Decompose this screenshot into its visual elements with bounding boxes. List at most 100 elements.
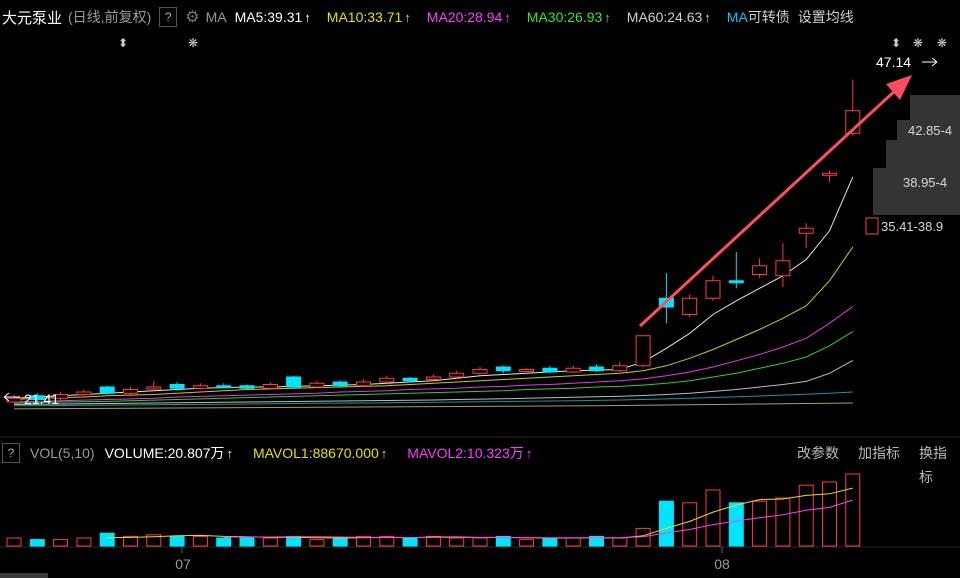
arrow-up-icon: ↑ [404, 10, 411, 25]
volume-bar[interactable] [216, 537, 232, 547]
volume-bar[interactable] [728, 502, 744, 547]
candle[interactable] [99, 386, 115, 394]
ma30-line [13, 331, 854, 404]
candle[interactable] [262, 384, 278, 389]
candle[interactable] [822, 172, 837, 176]
volume-bar[interactable] [682, 502, 698, 547]
gear-icon[interactable]: ⚙ [185, 9, 200, 26]
switch-indicator-button[interactable]: 换指标 [919, 445, 947, 485]
price-range-band [897, 120, 960, 140]
candle[interactable] [76, 391, 92, 395]
candle[interactable] [728, 280, 744, 284]
candle[interactable] [705, 280, 721, 299]
volume-bar[interactable] [775, 497, 791, 547]
volume-bar[interactable] [6, 537, 22, 547]
volume-bar[interactable] [29, 539, 45, 547]
ma10-value: MA10:33.71 ↑ [326, 9, 411, 25]
stock-name[interactable]: 大元泵业 [2, 9, 63, 27]
volume-bar[interactable] [53, 539, 69, 547]
volume-bar[interactable] [658, 500, 674, 547]
volume-bar[interactable] [332, 537, 348, 547]
candle[interactable] [239, 385, 255, 389]
candle[interactable] [332, 381, 348, 387]
candle[interactable] [286, 376, 302, 388]
arrow-up-icon: ↑ [304, 10, 311, 25]
candle[interactable] [356, 381, 371, 387]
candle[interactable] [425, 376, 441, 380]
volume-bar[interactable] [752, 500, 768, 547]
candle[interactable] [495, 366, 511, 372]
candle[interactable] [29, 395, 45, 400]
candle[interactable] [752, 265, 768, 275]
volume-bar[interactable] [425, 535, 441, 547]
add-indicator-button[interactable]: 加指标 [858, 445, 900, 461]
volume-bar[interactable] [239, 537, 255, 547]
candle[interactable] [192, 385, 208, 389]
volume-bar[interactable] [542, 537, 558, 547]
x-axis-label: 08 [714, 556, 730, 572]
price-range-band [873, 168, 960, 215]
event-mark-icon: ❋ [913, 36, 923, 50]
settings-ma-button[interactable]: 设置均线 [797, 9, 854, 25]
volume-bar[interactable] [822, 481, 837, 547]
candle[interactable] [519, 369, 535, 372]
volume-bar[interactable] [123, 535, 138, 547]
volume-bar[interactable] [589, 535, 604, 547]
volume-bar[interactable] [705, 489, 721, 547]
candle[interactable] [309, 382, 325, 388]
candle[interactable] [402, 377, 418, 382]
candle[interactable] [565, 367, 581, 373]
help-button[interactable]: ? [159, 7, 178, 27]
arrow-up-icon: ↑ [525, 446, 533, 461]
candle[interactable] [6, 397, 22, 403]
event-mark-icon: ⬍ [118, 36, 128, 50]
candle[interactable] [798, 227, 814, 234]
volume-bar[interactable] [472, 537, 488, 547]
volume-indicator-name[interactable]: VOL(5,10) [30, 445, 95, 461]
change-params-button[interactable]: 改参数 [797, 445, 839, 461]
candle[interactable] [53, 394, 69, 399]
convertible-bond-label[interactable]: MA可转债 [726, 9, 790, 25]
volume-bar[interactable] [262, 537, 278, 547]
candle[interactable] [589, 366, 604, 372]
mavol2-value: MAVOL2:10.323万 ↑ [407, 445, 533, 461]
volume-bar[interactable] [845, 473, 861, 547]
volume-bar[interactable] [379, 535, 395, 547]
volume-bar[interactable] [309, 539, 325, 547]
volume-bar[interactable] [169, 535, 185, 547]
candle[interactable] [775, 260, 791, 277]
ma60-value: MA60:24.63 ↑ [626, 9, 711, 25]
candle[interactable] [682, 297, 698, 315]
volume-bar[interactable] [449, 537, 465, 547]
volume-bar[interactable] [402, 537, 418, 547]
low-price-label: 21.41 [24, 391, 59, 407]
volume-bar[interactable] [798, 484, 814, 547]
volume-bar[interactable] [192, 535, 208, 547]
candle[interactable] [379, 377, 395, 383]
candle[interactable] [449, 372, 465, 378]
ma120-line [14, 391, 853, 407]
candle[interactable] [542, 367, 558, 373]
volume-bar[interactable] [519, 539, 535, 547]
candle[interactable] [146, 386, 162, 390]
volume-bar[interactable] [76, 537, 92, 547]
price-range-band [886, 140, 960, 168]
volume-bar[interactable] [612, 537, 628, 547]
arrow-up-icon: ↑ [226, 446, 233, 461]
volume-bar[interactable] [146, 534, 162, 547]
volume-bar[interactable] [495, 535, 511, 547]
volume-help-button[interactable]: ? [2, 443, 20, 463]
candle[interactable] [123, 389, 138, 394]
volume-bar[interactable] [99, 532, 115, 547]
ma60-line [13, 359, 854, 405]
candle[interactable] [472, 369, 488, 374]
horizontal-scrollbar[interactable] [0, 573, 48, 578]
volume-bar[interactable] [565, 537, 581, 547]
volume-bar[interactable] [356, 535, 371, 547]
candle[interactable] [169, 384, 185, 389]
indicator-name[interactable]: MA [205, 9, 227, 25]
candle[interactable] [216, 385, 232, 389]
candle[interactable] [635, 335, 651, 367]
candle[interactable] [612, 365, 628, 372]
